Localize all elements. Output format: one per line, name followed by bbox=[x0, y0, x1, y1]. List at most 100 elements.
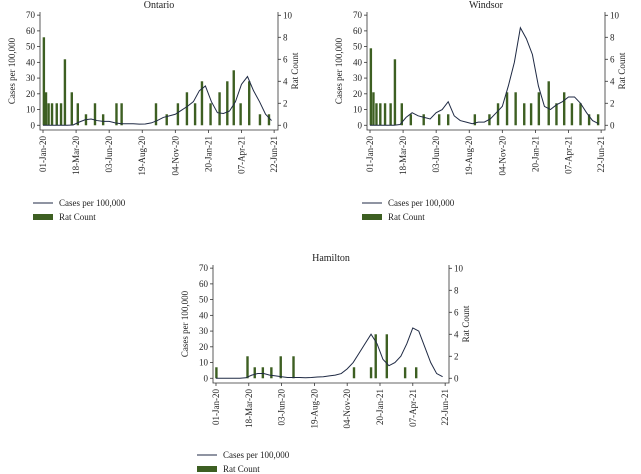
y2-tick-label: 4 bbox=[283, 76, 288, 86]
bar bbox=[422, 114, 425, 126]
y-tick-label: 20 bbox=[26, 89, 36, 99]
y2-tick-label: 8 bbox=[454, 285, 459, 295]
y-tick-label: 30 bbox=[199, 326, 209, 336]
y2-tick-label: 4 bbox=[454, 329, 459, 339]
bar bbox=[226, 81, 229, 126]
x-tick-label: 01-Jan-20 bbox=[211, 389, 221, 425]
line bbox=[43, 75, 272, 126]
y-tick-label: 60 bbox=[26, 26, 36, 36]
y-tick-label: 40 bbox=[353, 57, 363, 67]
y-tick-label: 20 bbox=[199, 342, 209, 352]
bar bbox=[352, 367, 356, 379]
bar bbox=[446, 114, 450, 126]
x-tick-label: 20-Jan-21 bbox=[203, 136, 213, 172]
plot-frame bbox=[366, 12, 606, 131]
bar bbox=[267, 114, 271, 126]
bar bbox=[93, 103, 97, 126]
x-tick-label: 01-Jan-20 bbox=[365, 136, 375, 172]
bar bbox=[248, 81, 251, 126]
y-tick-label: 70 bbox=[26, 10, 36, 20]
y2-tick-label: 8 bbox=[610, 32, 615, 42]
bar bbox=[76, 103, 80, 126]
bar bbox=[473, 114, 477, 126]
y-tick-label: 40 bbox=[26, 57, 36, 67]
bar bbox=[393, 59, 397, 126]
y-tick-label: 10 bbox=[26, 105, 36, 115]
y2-axis-label: Rat Count bbox=[290, 52, 300, 89]
chart-title: Windsor bbox=[469, 0, 504, 11]
x-tick-label: 03-Jun-20 bbox=[104, 136, 114, 173]
y-tick-label: 70 bbox=[199, 263, 209, 273]
plot-frame bbox=[212, 265, 450, 384]
bar bbox=[200, 81, 204, 126]
bar bbox=[369, 367, 373, 379]
y-tick-label: 30 bbox=[26, 73, 36, 83]
bar bbox=[547, 81, 550, 126]
bar bbox=[154, 103, 158, 126]
x-tick-label: 20-Jan-21 bbox=[375, 389, 385, 425]
y-tick-label: 60 bbox=[199, 279, 209, 289]
bar bbox=[383, 103, 387, 126]
bar bbox=[562, 92, 566, 126]
x-tick-label: 22-Jun-21 bbox=[269, 136, 279, 173]
bar bbox=[120, 103, 123, 126]
y2-tick-label: 2 bbox=[610, 98, 615, 108]
x-tick-label: 18-Mar-20 bbox=[244, 389, 254, 428]
y-axis-label: Cases per 100,000 bbox=[7, 37, 17, 104]
bar bbox=[101, 114, 105, 126]
bar bbox=[369, 48, 373, 126]
y2-tick-label: 6 bbox=[610, 54, 615, 64]
bar bbox=[270, 367, 273, 379]
y2-tick-label: 0 bbox=[610, 120, 615, 130]
y-axis-label: Cases per 100,000 bbox=[180, 290, 190, 357]
y-axis-label: Cases per 100,000 bbox=[334, 37, 344, 104]
y-tick-label: 0 bbox=[31, 120, 36, 130]
x-tick-label: 07-Apr-21 bbox=[236, 136, 246, 174]
legend-swatch bbox=[197, 466, 217, 472]
x-tick-label: 03-Jun-20 bbox=[277, 389, 287, 426]
x-tick-label: 18-Mar-20 bbox=[71, 136, 81, 175]
bar bbox=[437, 114, 441, 126]
bar bbox=[42, 37, 46, 126]
x-tick-label: 03-Jun-20 bbox=[431, 136, 441, 173]
x-tick-label: 22-Jun-21 bbox=[440, 389, 450, 426]
legend-label: Rat Count bbox=[223, 464, 260, 474]
y-tick-label: 30 bbox=[353, 73, 363, 83]
x-tick-label: 04-Nov-20 bbox=[170, 136, 180, 176]
legend-label: Cases per 100,000 bbox=[59, 198, 126, 208]
bar bbox=[379, 103, 382, 126]
y-tick-label: 50 bbox=[353, 42, 363, 52]
bar bbox=[215, 367, 218, 379]
x-tick-label: 18-Mar-20 bbox=[398, 136, 408, 175]
bar bbox=[570, 103, 574, 126]
y2-tick-label: 2 bbox=[283, 98, 288, 108]
bar bbox=[50, 103, 54, 126]
x-tick-label: 04-Nov-20 bbox=[342, 389, 352, 429]
y2-tick-label: 10 bbox=[610, 10, 620, 20]
y-tick-label: 60 bbox=[353, 26, 363, 36]
bar bbox=[596, 114, 600, 126]
x-tick-label: 07-Apr-21 bbox=[563, 136, 573, 174]
bar bbox=[232, 70, 235, 126]
bar bbox=[176, 103, 180, 126]
x-tick-label: 04-Nov-20 bbox=[497, 136, 507, 176]
y-tick-label: 70 bbox=[353, 10, 363, 20]
bar bbox=[261, 367, 265, 379]
bar bbox=[400, 103, 403, 126]
y-tick-label: 10 bbox=[353, 105, 363, 115]
y2-tick-label: 4 bbox=[610, 76, 615, 86]
bar bbox=[375, 103, 378, 126]
bar bbox=[529, 103, 533, 126]
bar bbox=[385, 334, 389, 379]
bar bbox=[292, 356, 295, 379]
bar bbox=[185, 92, 189, 126]
bar bbox=[409, 114, 413, 126]
bar bbox=[514, 92, 517, 126]
bar bbox=[537, 92, 541, 126]
legend-label: Rat Count bbox=[388, 212, 425, 222]
y-tick-label: 50 bbox=[26, 42, 36, 52]
line bbox=[215, 327, 443, 379]
legend-label: Cases per 100,000 bbox=[223, 450, 290, 460]
y-tick-label: 0 bbox=[358, 120, 363, 130]
